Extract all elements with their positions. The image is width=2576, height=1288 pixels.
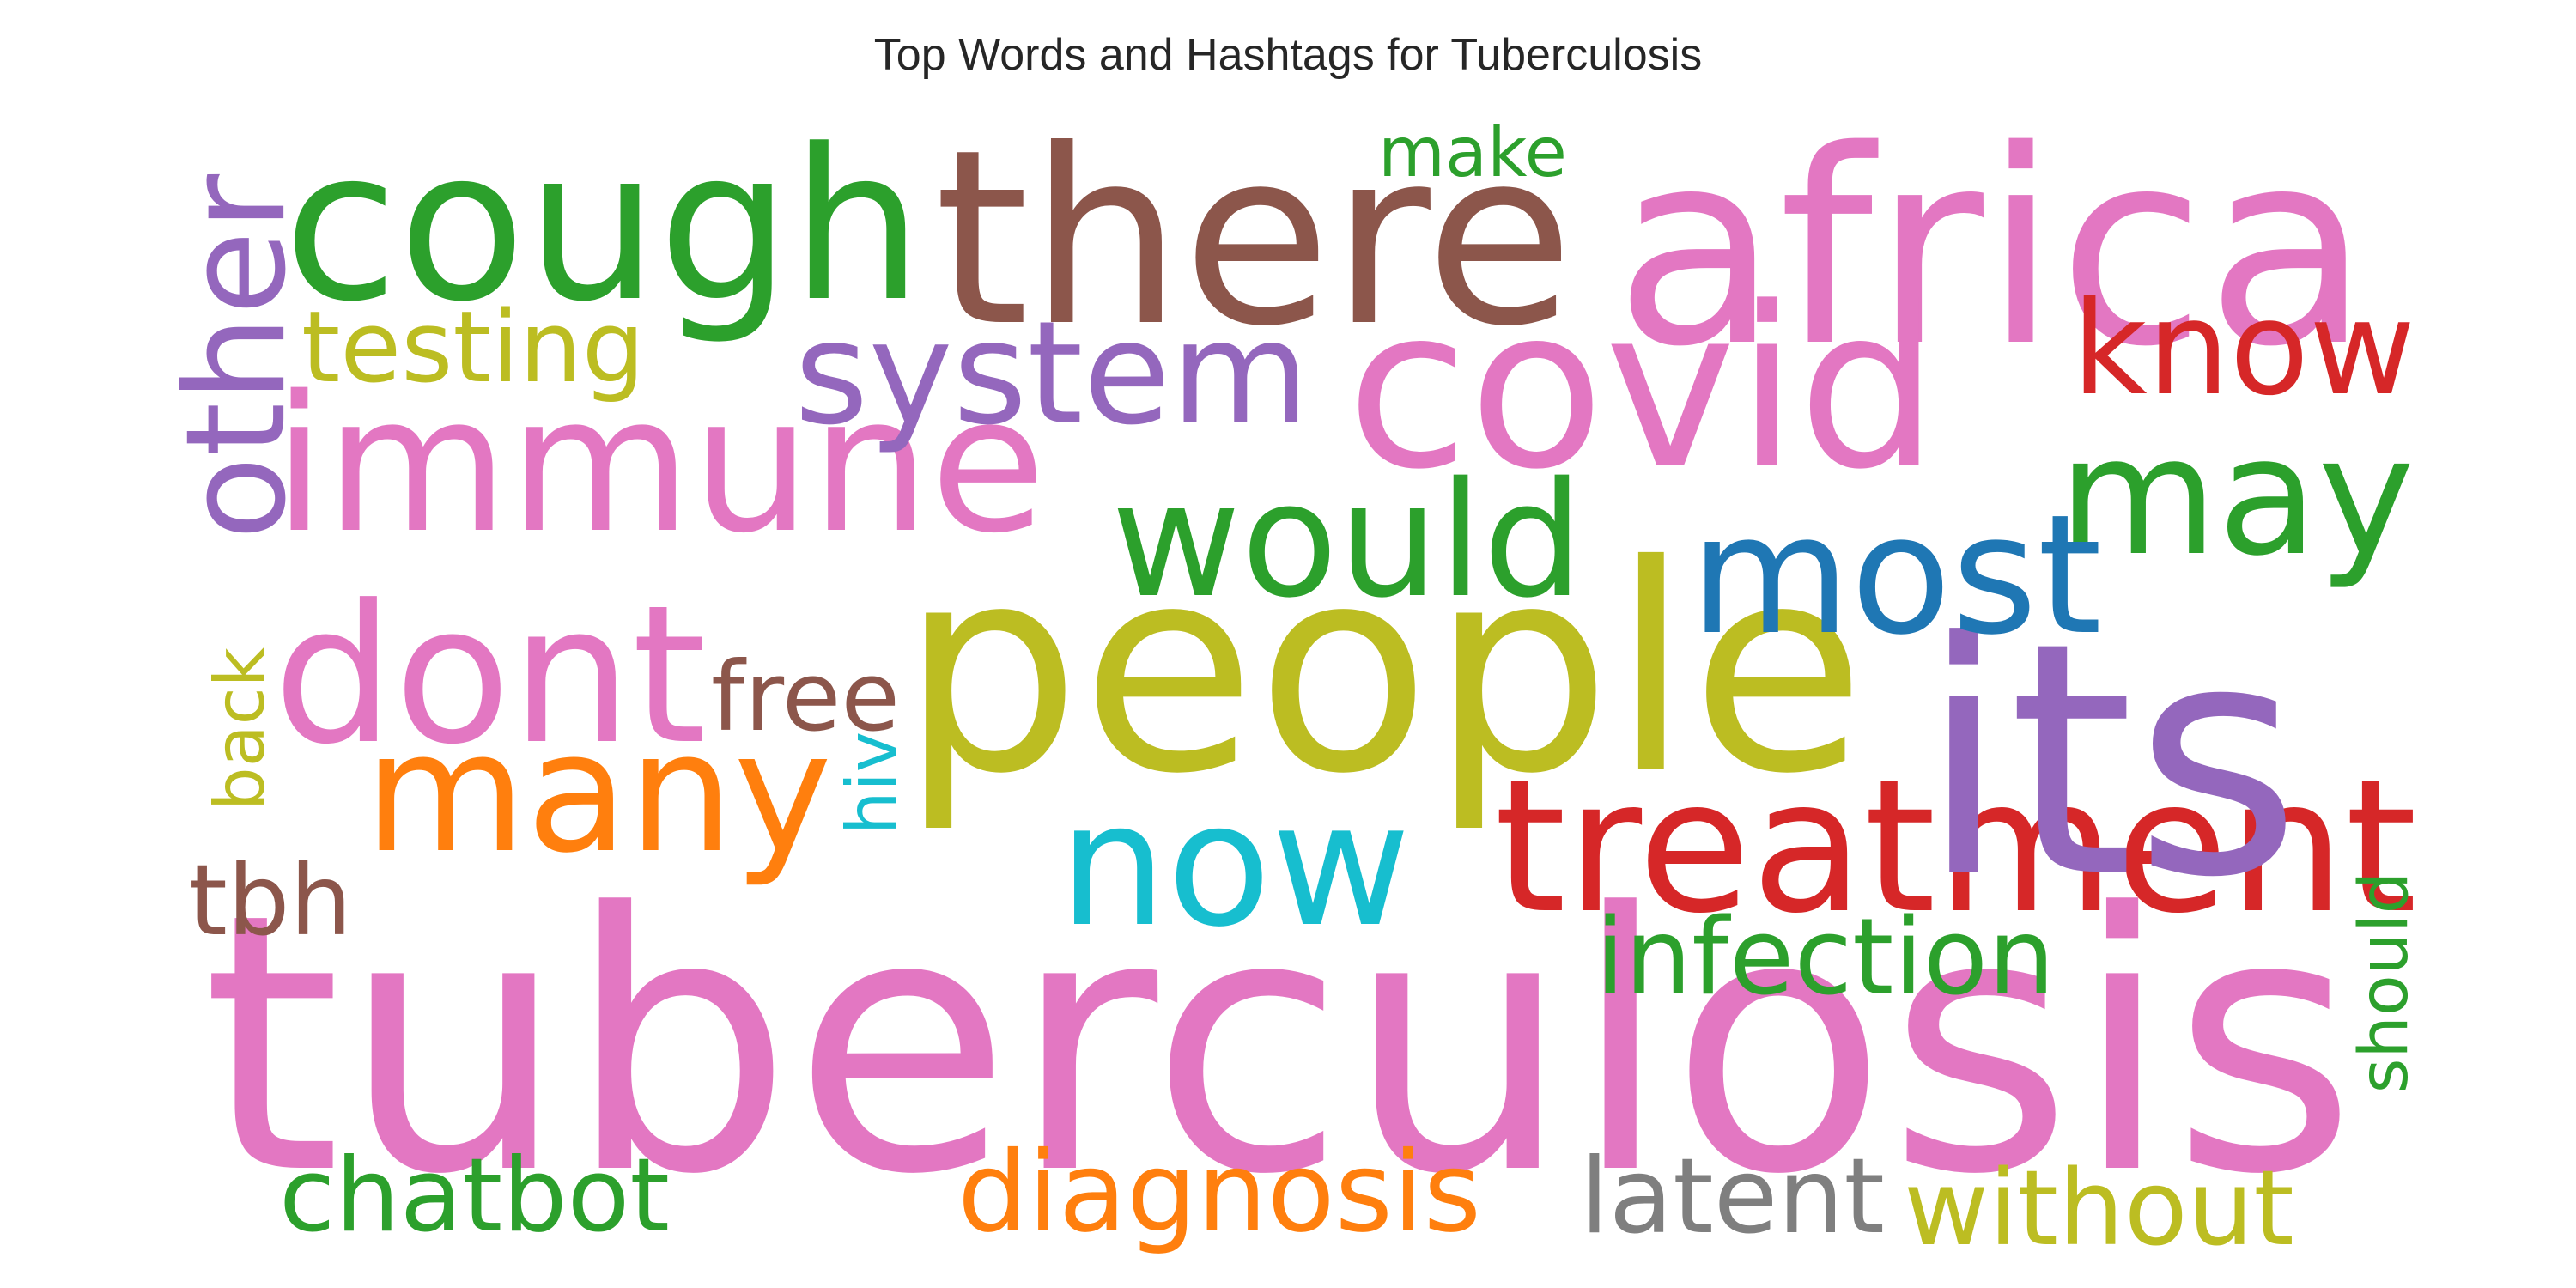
word-africa: africa xyxy=(1614,93,2371,405)
word-free: free xyxy=(711,641,901,753)
word-make: make xyxy=(1378,112,1567,192)
word-dont: dont xyxy=(273,565,707,787)
word-other: other xyxy=(155,173,317,541)
word-tuberculosis: tuberculosis xyxy=(202,837,2357,1252)
word-there: there xyxy=(934,99,1574,380)
word-back: back xyxy=(200,647,281,811)
word-without: without xyxy=(1904,1148,2294,1269)
word-know: know xyxy=(2072,272,2416,424)
word-now: now xyxy=(1059,766,1411,964)
word-immune: immune xyxy=(273,355,1046,574)
word-hiv: hiv xyxy=(832,731,913,835)
word-covid: covid xyxy=(1346,260,1939,519)
word-infection: infection xyxy=(1595,896,2056,1019)
word-people: people xyxy=(900,505,1867,836)
word-may: may xyxy=(2058,401,2415,592)
word-should: should xyxy=(2346,871,2424,1094)
word-many: many xyxy=(364,696,833,890)
word-chatbot: chatbot xyxy=(279,1137,671,1255)
word-testing: testing xyxy=(301,290,646,405)
word-would: would xyxy=(1111,447,1583,633)
word-latent: latent xyxy=(1580,1135,1885,1257)
word-its: its xyxy=(1919,574,2301,948)
word-treatment: treatment xyxy=(1494,739,2418,954)
word-cough: cough xyxy=(283,105,923,348)
word-system: system xyxy=(794,291,1310,457)
word-tbh: tbh xyxy=(189,843,352,957)
chart-title: Top Words and Hashtags for Tuberculosis xyxy=(873,30,1703,80)
word-diagnosis: diagnosis xyxy=(957,1128,1482,1257)
word-most: most xyxy=(1690,480,2103,671)
